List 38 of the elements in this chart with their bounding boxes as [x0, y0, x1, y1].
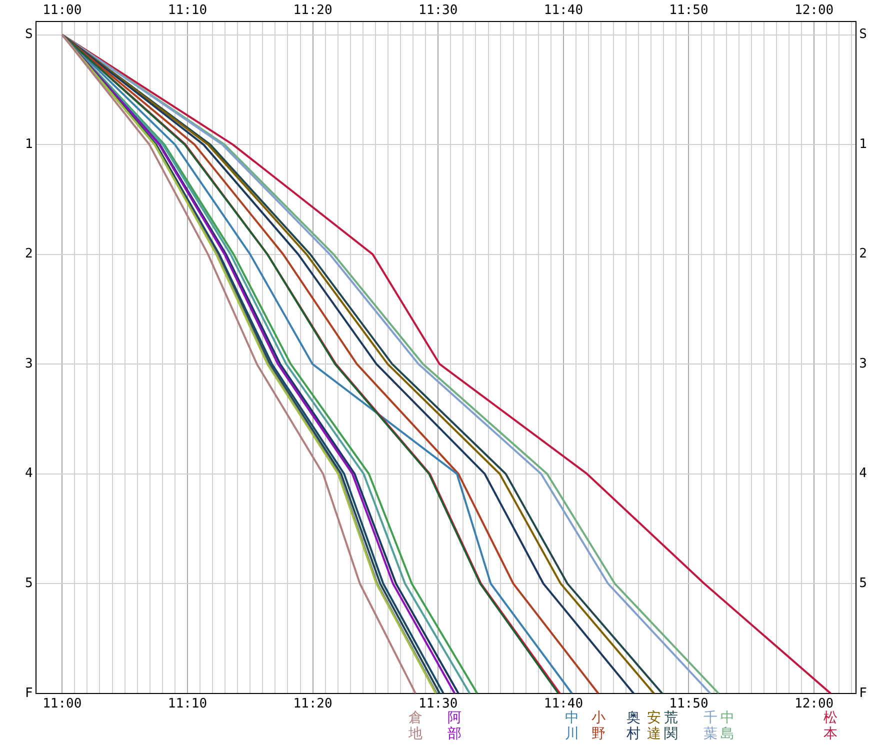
y2-tick-label: S: [859, 27, 867, 42]
series-label: 松本: [824, 710, 838, 742]
y-tick-label: 2: [25, 246, 33, 262]
series-label: 阿部: [448, 710, 462, 742]
y-tick-label: 1: [25, 136, 33, 152]
y2-tick-label: 2: [859, 246, 867, 262]
x2-tick-label: 11:10: [168, 3, 208, 18]
y2-tick-label: 5: [859, 576, 867, 592]
y2-tick-label: 4: [859, 466, 868, 482]
y-tick-label: 5: [25, 576, 33, 592]
y-tick-label: 4: [25, 466, 33, 482]
series-label: 安達: [646, 710, 661, 742]
x2-tick-label: 11:30: [418, 3, 458, 18]
series-label: 荒関: [664, 710, 678, 742]
series-label: 中島: [720, 710, 734, 742]
series-label: 奥村: [626, 710, 641, 742]
x-tick-label: 11:10: [168, 696, 208, 712]
x-tick-label: 11:20: [293, 696, 332, 712]
x-tick-label: 11:30: [418, 696, 458, 712]
y2-tick-label: F: [859, 686, 868, 701]
y-tick-label: S: [25, 27, 33, 42]
y2-tick-label: 1: [859, 136, 867, 152]
x2-tick-label: 11:20: [293, 3, 332, 18]
x-tick-label: 12:00: [794, 696, 834, 712]
series-label: 千葉: [703, 710, 718, 742]
x-tick-label: 11:50: [669, 696, 708, 712]
y-tick-label: F: [25, 686, 33, 701]
series-label: 倉地: [408, 710, 423, 742]
y2-tick-label: 3: [859, 356, 867, 372]
x2-tick-label: 11:40: [544, 3, 584, 18]
x2-tick-label: 11:00: [42, 3, 82, 18]
y-tick-label: 3: [25, 356, 33, 372]
x2-tick-label: 11:50: [669, 3, 708, 18]
x-tick-label: 11:40: [544, 696, 584, 712]
x2-tick-label: 12:00: [794, 3, 834, 18]
series-label: 小野: [591, 710, 606, 742]
x-tick-label: 11:00: [42, 696, 82, 712]
series-label: 中川: [564, 710, 579, 742]
